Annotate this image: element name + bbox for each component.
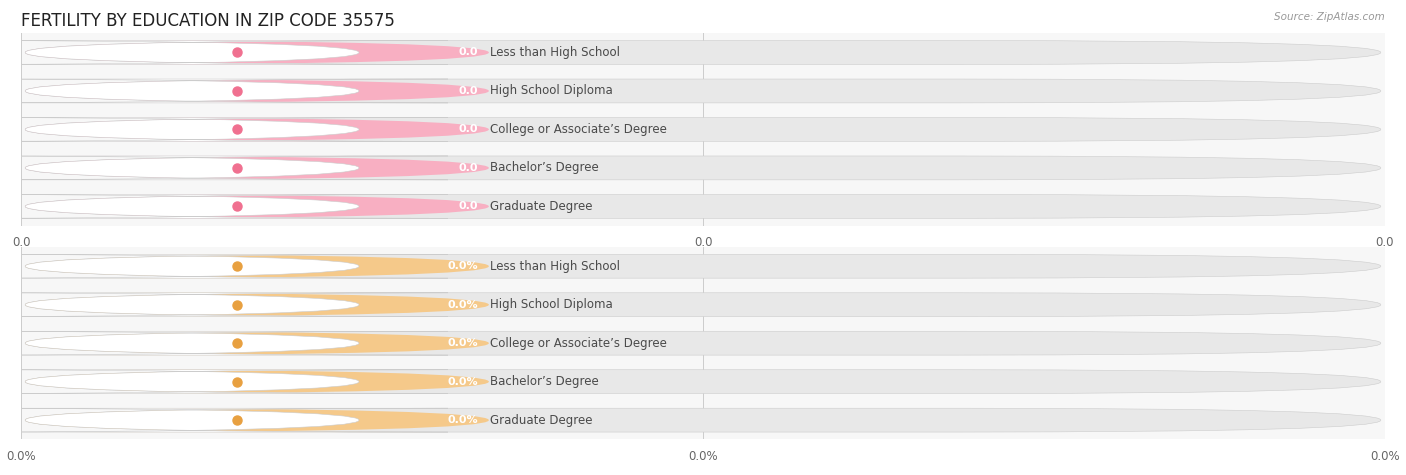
- FancyBboxPatch shape: [25, 370, 1381, 394]
- FancyBboxPatch shape: [25, 156, 1381, 180]
- FancyBboxPatch shape: [21, 187, 1385, 226]
- FancyBboxPatch shape: [25, 408, 489, 432]
- Text: Less than High School: Less than High School: [491, 46, 620, 59]
- FancyBboxPatch shape: [25, 79, 489, 103]
- Text: 0.0%: 0.0%: [447, 300, 478, 310]
- FancyBboxPatch shape: [0, 331, 449, 355]
- FancyBboxPatch shape: [0, 408, 449, 432]
- FancyBboxPatch shape: [21, 149, 1385, 187]
- FancyBboxPatch shape: [25, 79, 1381, 103]
- FancyBboxPatch shape: [0, 156, 449, 180]
- FancyBboxPatch shape: [0, 194, 449, 218]
- FancyBboxPatch shape: [21, 72, 1385, 110]
- Text: 0.0: 0.0: [458, 124, 478, 134]
- FancyBboxPatch shape: [21, 401, 1385, 439]
- Text: 0.0: 0.0: [458, 48, 478, 57]
- Text: 0.0%: 0.0%: [447, 377, 478, 387]
- FancyBboxPatch shape: [25, 293, 1381, 317]
- FancyBboxPatch shape: [25, 370, 489, 394]
- FancyBboxPatch shape: [21, 247, 1385, 285]
- FancyBboxPatch shape: [0, 254, 449, 278]
- Text: Bachelor’s Degree: Bachelor’s Degree: [491, 162, 599, 174]
- FancyBboxPatch shape: [0, 293, 449, 317]
- FancyBboxPatch shape: [25, 293, 489, 317]
- Text: Graduate Degree: Graduate Degree: [491, 200, 593, 213]
- Text: High School Diploma: High School Diploma: [491, 298, 613, 311]
- Text: 0.0: 0.0: [458, 163, 478, 173]
- FancyBboxPatch shape: [21, 110, 1385, 149]
- Text: 0.0: 0.0: [458, 86, 478, 96]
- FancyBboxPatch shape: [25, 331, 489, 355]
- Text: Bachelor’s Degree: Bachelor’s Degree: [491, 375, 599, 388]
- Text: College or Associate’s Degree: College or Associate’s Degree: [491, 123, 666, 136]
- FancyBboxPatch shape: [0, 370, 449, 394]
- FancyBboxPatch shape: [21, 362, 1385, 401]
- FancyBboxPatch shape: [25, 156, 489, 180]
- FancyBboxPatch shape: [25, 40, 489, 65]
- FancyBboxPatch shape: [25, 194, 489, 218]
- FancyBboxPatch shape: [25, 117, 1381, 142]
- Text: College or Associate’s Degree: College or Associate’s Degree: [491, 337, 666, 350]
- FancyBboxPatch shape: [21, 285, 1385, 324]
- FancyBboxPatch shape: [25, 117, 489, 142]
- FancyBboxPatch shape: [25, 40, 1381, 65]
- FancyBboxPatch shape: [21, 33, 1385, 72]
- FancyBboxPatch shape: [0, 79, 449, 103]
- FancyBboxPatch shape: [25, 408, 1381, 432]
- Text: 0.0%: 0.0%: [447, 338, 478, 348]
- FancyBboxPatch shape: [25, 194, 1381, 218]
- Text: 0.0%: 0.0%: [447, 261, 478, 271]
- Text: 0.0%: 0.0%: [447, 415, 478, 425]
- Text: FERTILITY BY EDUCATION IN ZIP CODE 35575: FERTILITY BY EDUCATION IN ZIP CODE 35575: [21, 12, 395, 30]
- FancyBboxPatch shape: [25, 254, 1381, 278]
- FancyBboxPatch shape: [0, 117, 449, 142]
- FancyBboxPatch shape: [25, 331, 1381, 355]
- Text: Less than High School: Less than High School: [491, 260, 620, 273]
- Text: 0.0: 0.0: [458, 201, 478, 211]
- FancyBboxPatch shape: [25, 254, 489, 278]
- Text: High School Diploma: High School Diploma: [491, 85, 613, 97]
- Text: Graduate Degree: Graduate Degree: [491, 414, 593, 427]
- FancyBboxPatch shape: [21, 324, 1385, 362]
- Text: Source: ZipAtlas.com: Source: ZipAtlas.com: [1274, 12, 1385, 22]
- FancyBboxPatch shape: [0, 40, 449, 65]
